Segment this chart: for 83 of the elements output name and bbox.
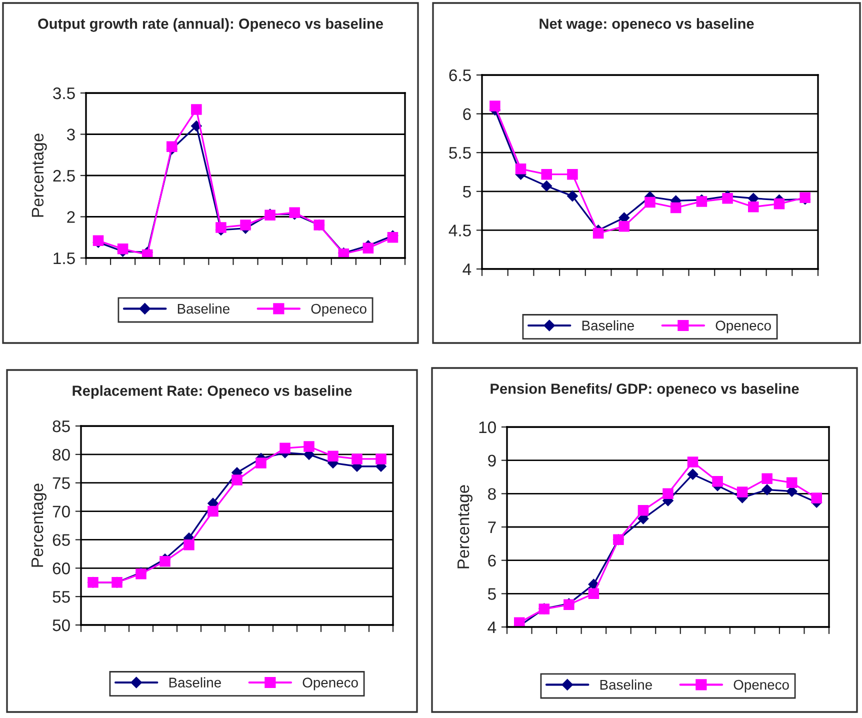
point — [515, 164, 526, 174]
point — [662, 488, 674, 500]
y-axis-title: Percentage — [32, 134, 47, 217]
y-tick-label: 50 — [52, 619, 70, 632]
point — [592, 228, 604, 239]
y-tick-label: 3.5 — [53, 87, 75, 100]
y-tick-label: 85 — [52, 420, 70, 432]
point — [191, 104, 202, 115]
point — [514, 617, 525, 627]
point — [184, 539, 194, 550]
point — [786, 477, 798, 488]
y-tick-label: 2.5 — [53, 170, 75, 182]
point — [160, 556, 170, 567]
point — [588, 588, 600, 600]
y-tick-label: 6.5 — [449, 69, 471, 82]
legend-label: Baseline — [582, 320, 634, 330]
point — [567, 168, 578, 180]
point — [588, 578, 600, 590]
y-tick-label: 4 — [488, 622, 496, 634]
point — [712, 476, 723, 487]
legend-label: Baseline — [600, 680, 652, 690]
chart-title: Net wage: openeco vs baseline — [540, 18, 754, 32]
legend-label: Baseline — [178, 304, 230, 314]
point — [490, 100, 500, 112]
y-tick-label: 55 — [52, 591, 70, 603]
legend-label: Openeco — [716, 320, 771, 334]
point — [166, 141, 178, 152]
point — [256, 458, 266, 468]
point — [762, 484, 773, 496]
point — [736, 486, 748, 498]
point — [352, 454, 362, 464]
y-axis-title: Percentage — [32, 484, 46, 567]
point — [687, 468, 698, 480]
point — [304, 441, 314, 452]
y-tick-label: 4.5 — [448, 224, 471, 236]
chart-title: Replacement Rate: Openeco vs baseline — [72, 385, 352, 399]
point — [208, 506, 218, 517]
y-tick-label: 1.5 — [54, 252, 75, 264]
point — [722, 193, 733, 204]
y-tick-label: 60 — [52, 562, 70, 574]
legend-label: Openeco — [302, 678, 358, 690]
point — [618, 220, 630, 232]
y-tick-label: 6 — [488, 554, 496, 567]
y-tick-label: 3 — [66, 128, 75, 140]
y-tick-label: 5.5 — [449, 147, 471, 159]
point — [240, 220, 251, 230]
point — [748, 202, 759, 212]
point — [541, 180, 552, 192]
point — [811, 492, 822, 504]
y-tick-label: 80 — [52, 448, 70, 461]
point — [644, 196, 656, 208]
point — [376, 454, 386, 464]
y-tick-label: 75 — [52, 477, 70, 490]
point — [670, 202, 682, 214]
point — [687, 456, 698, 468]
y-tick-label: 70 — [52, 506, 70, 518]
point — [280, 442, 290, 454]
point — [117, 244, 128, 254]
legend-label: Openeco — [734, 680, 789, 692]
point — [232, 474, 242, 486]
legend-label: Openeco — [311, 304, 366, 316]
chart-title: Output growth rate (annual): Openeco vs baseline — [38, 18, 384, 32]
point — [362, 242, 374, 254]
y-tick-label: 4 — [462, 264, 472, 276]
y-tick-label: 10 — [479, 421, 496, 434]
point — [762, 473, 772, 484]
legend-label: Baseline — [169, 677, 221, 688]
point — [328, 450, 338, 462]
y-tick-label: 9 — [488, 454, 496, 467]
point — [541, 168, 552, 180]
y-tick-label: 7 — [488, 522, 496, 534]
chart-title: Pension Benefits/ GDP: openeco vs baseline — [490, 383, 799, 397]
point — [567, 190, 578, 202]
point — [774, 198, 785, 210]
y-tick-label: 6 — [463, 108, 471, 120]
y-tick-label: 8 — [488, 488, 496, 500]
y-tick-label: 65 — [52, 534, 70, 546]
point — [638, 504, 649, 516]
point — [216, 222, 226, 233]
y-tick-label: 5 — [462, 186, 471, 198]
y-axis-title: Percentage — [458, 485, 472, 568]
y-tick-label: 2 — [67, 211, 75, 223]
y-tick-label: 5 — [488, 588, 496, 600]
